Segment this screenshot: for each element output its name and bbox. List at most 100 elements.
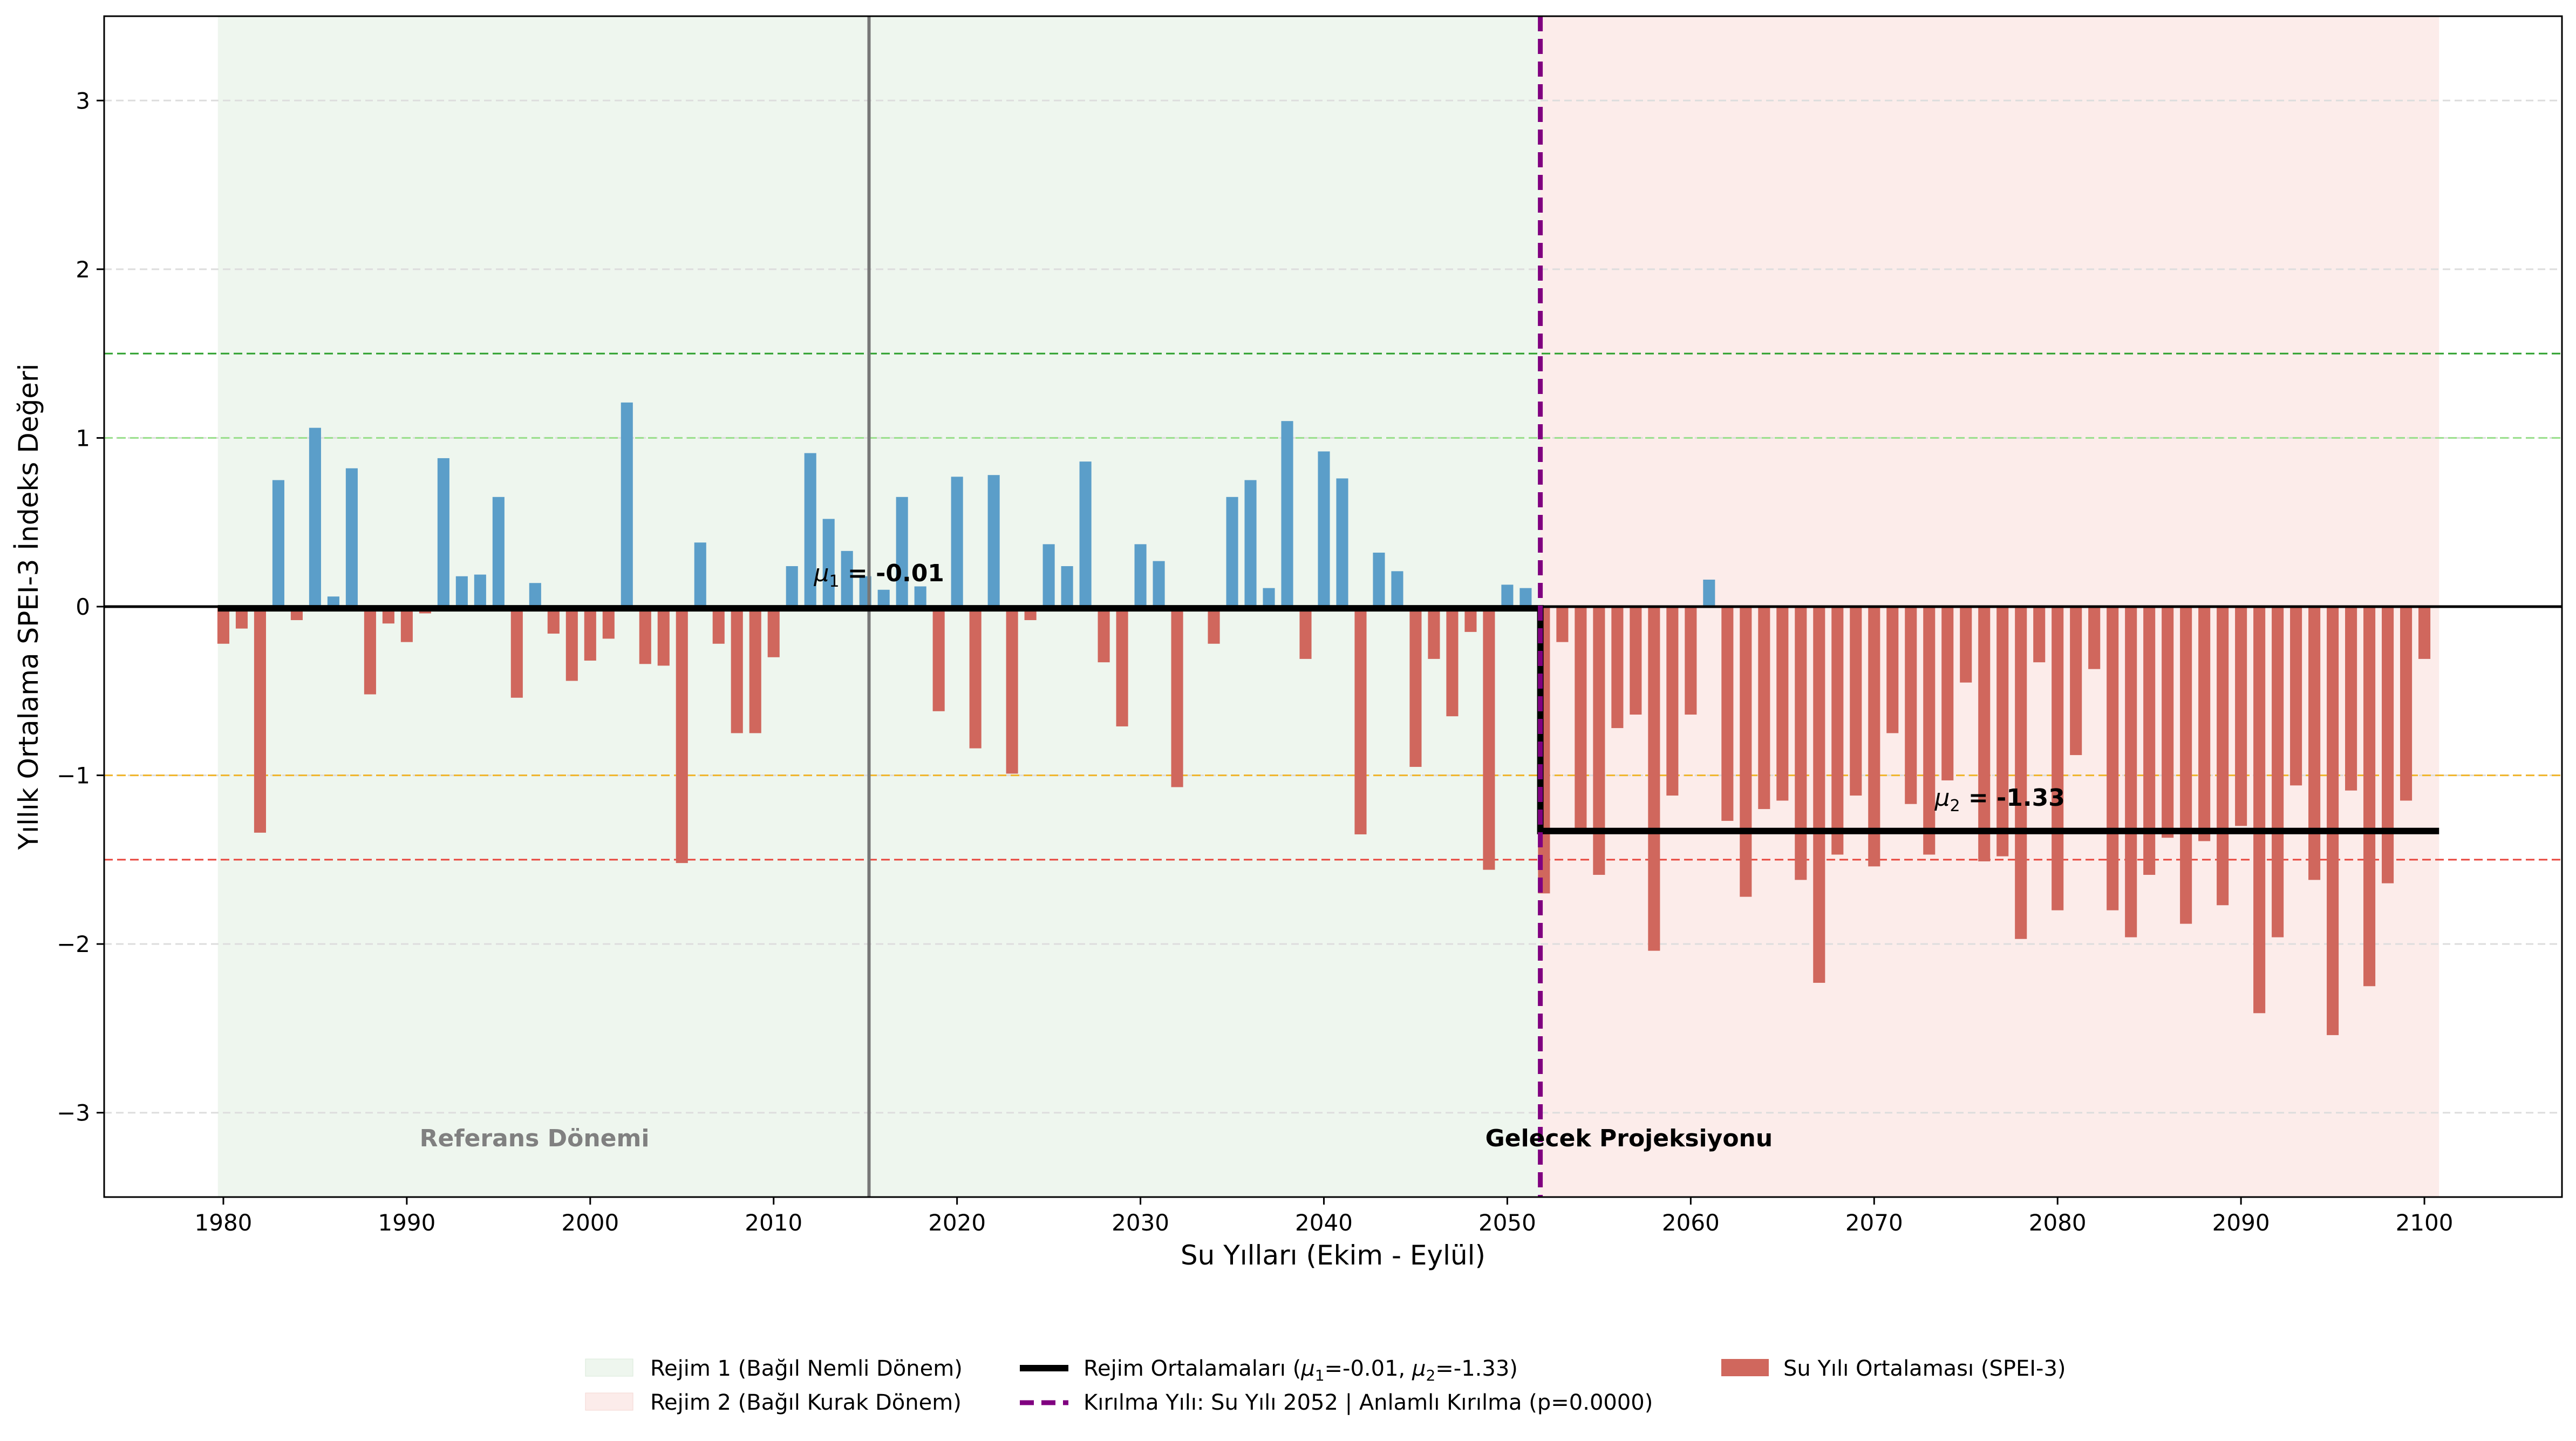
bar-2100 bbox=[2418, 607, 2431, 659]
bar-2085 bbox=[2143, 607, 2156, 875]
bar-2097 bbox=[2363, 607, 2376, 987]
bar-2084 bbox=[2125, 607, 2137, 937]
bar-2002 bbox=[621, 402, 633, 607]
x-axis-label: Su Yılları (Ekim - Eylül) bbox=[1181, 1240, 1485, 1271]
x-tick-label: 2000 bbox=[561, 1209, 619, 1236]
bar-2029 bbox=[1116, 607, 1128, 726]
bar-2003 bbox=[639, 607, 651, 664]
x-tick-label: 2020 bbox=[928, 1209, 986, 1236]
legend-means-mid2: =-1.33) bbox=[1435, 1356, 1518, 1381]
legend-means-sub1: 1 bbox=[1315, 1367, 1325, 1384]
bar-2074 bbox=[1941, 607, 1954, 780]
bar-2075 bbox=[1960, 607, 1972, 683]
legend-means-mid1: =-0.01, bbox=[1325, 1356, 1412, 1381]
bar-2035 bbox=[1226, 497, 1238, 607]
bar-2095 bbox=[2327, 607, 2339, 1035]
bar-2059 bbox=[1666, 607, 1679, 796]
mu1-value: = -0.01 bbox=[840, 560, 944, 587]
bar-2073 bbox=[1923, 607, 1936, 855]
bar-1987 bbox=[345, 468, 358, 607]
x-tick-label: 2100 bbox=[2396, 1209, 2454, 1236]
bar-2011 bbox=[786, 566, 798, 607]
y-tick-label: −2 bbox=[57, 931, 90, 957]
x-tick-label: 2030 bbox=[1112, 1209, 1169, 1236]
bar-2017 bbox=[896, 497, 908, 607]
regime2-mean-label: μ2 = -1.33 bbox=[1934, 784, 2064, 815]
bar-2068 bbox=[1831, 607, 1844, 855]
bar-2026 bbox=[1061, 566, 1073, 607]
bar-2006 bbox=[694, 542, 706, 607]
bar-2010 bbox=[767, 607, 780, 657]
bar-2067 bbox=[1813, 607, 1825, 983]
bar-2019 bbox=[932, 607, 945, 711]
bar-2027 bbox=[1079, 461, 1092, 607]
bar-2034 bbox=[1208, 607, 1220, 644]
bar-2056 bbox=[1611, 607, 1624, 729]
bar-2022 bbox=[987, 475, 1000, 607]
bar-2070 bbox=[1868, 607, 1880, 867]
bar-2060 bbox=[1685, 607, 1697, 715]
bar-1982 bbox=[254, 607, 266, 833]
bar-2057 bbox=[1630, 607, 1642, 715]
bar-1999 bbox=[565, 607, 578, 681]
bar-2007 bbox=[712, 607, 725, 644]
bar-2054 bbox=[1575, 607, 1587, 830]
bar-2040 bbox=[1318, 451, 1330, 607]
bar-2079 bbox=[2033, 607, 2046, 663]
bar-2001 bbox=[602, 607, 615, 639]
legend-swatch-regime1 bbox=[585, 1358, 633, 1377]
bar-2042 bbox=[1354, 607, 1367, 834]
bar-2062 bbox=[1721, 607, 1734, 821]
future-projection-label: Gelecek Projeksiyonu bbox=[1485, 1125, 1773, 1152]
bar-2050 bbox=[1501, 584, 1514, 607]
bar-2012 bbox=[804, 453, 816, 607]
bar-2028 bbox=[1098, 607, 1110, 663]
legend-means-prefix: Rejim Ortalamaları ( bbox=[1083, 1356, 1301, 1381]
bar-2082 bbox=[2088, 607, 2101, 669]
legend-label-bars: Su Yılı Ortalaması (SPEI-3) bbox=[1783, 1356, 2066, 1381]
bar-2098 bbox=[2382, 607, 2394, 883]
legend: Rejim 1 (Bağıl Nemli Dönem) Rejim 2 (Bağ… bbox=[585, 1356, 2066, 1415]
x-tick-label: 1980 bbox=[195, 1209, 253, 1236]
bar-1986 bbox=[327, 596, 339, 607]
bar-2023 bbox=[1006, 607, 1018, 774]
bar-2032 bbox=[1171, 607, 1183, 787]
bar-2031 bbox=[1153, 561, 1165, 607]
bar-2088 bbox=[2198, 607, 2211, 841]
bar-2089 bbox=[2217, 607, 2229, 906]
bar-1993 bbox=[455, 576, 468, 607]
bar-2021 bbox=[969, 607, 982, 749]
y-axis-label: Yıllık Ortalama SPEI-3 İndeks Değeri bbox=[13, 364, 44, 851]
bar-1992 bbox=[437, 458, 449, 607]
legend-label-regime2: Rejim 2 (Bağıl Kurak Dönem) bbox=[650, 1390, 962, 1415]
reference-period-label: Referans Dönemi bbox=[420, 1125, 650, 1152]
bar-1996 bbox=[510, 607, 523, 698]
bar-2064 bbox=[1758, 607, 1770, 810]
y-tick-label: 3 bbox=[76, 87, 90, 114]
bar-2090 bbox=[2235, 607, 2247, 826]
mu2-subscript: 2 bbox=[1950, 797, 1960, 815]
x-tick-label: 2060 bbox=[1662, 1209, 1720, 1236]
mu2-value: = -1.33 bbox=[1960, 784, 2065, 812]
bar-2038 bbox=[1281, 421, 1293, 607]
legend-label-regime1: Rejim 1 (Bağıl Nemli Dönem) bbox=[650, 1356, 963, 1381]
legend-label-means: Rejim Ortalamaları (μ1=-0.01, μ2=-1.33) bbox=[1083, 1356, 1518, 1384]
bar-2099 bbox=[2400, 607, 2413, 801]
bar-2072 bbox=[1905, 607, 1917, 804]
bar-2092 bbox=[2272, 607, 2284, 937]
legend-means-sub2: 2 bbox=[1426, 1367, 1435, 1384]
bar-2066 bbox=[1795, 607, 1807, 880]
bar-1998 bbox=[547, 607, 560, 634]
y-tick-label: 0 bbox=[76, 594, 90, 620]
bar-2058 bbox=[1648, 607, 1660, 951]
bar-2018 bbox=[914, 586, 926, 607]
bar-2055 bbox=[1593, 607, 1605, 875]
bar-1997 bbox=[529, 583, 541, 607]
y-tick-label: −3 bbox=[57, 1100, 90, 1126]
y-tick-label: −1 bbox=[57, 763, 90, 789]
bar-2004 bbox=[657, 607, 670, 666]
bar-2014 bbox=[841, 550, 853, 607]
x-tick-label: 2070 bbox=[1845, 1209, 1903, 1236]
bar-2005 bbox=[676, 607, 688, 864]
